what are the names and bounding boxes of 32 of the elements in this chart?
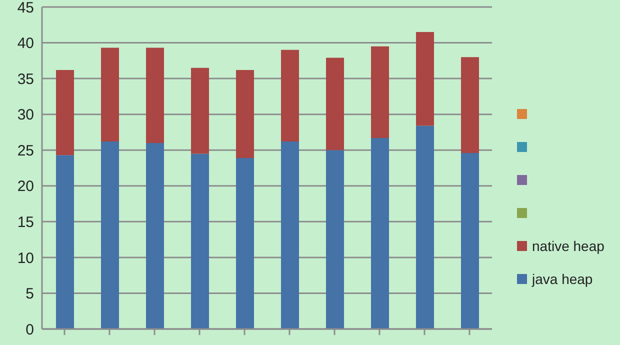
bar <box>416 32 434 126</box>
bar <box>236 158 254 329</box>
bar <box>191 68 209 154</box>
bar <box>371 138 389 329</box>
y-tick-label: 5 <box>26 286 34 303</box>
bar <box>461 57 479 153</box>
bar <box>281 142 299 329</box>
bar <box>146 142 164 329</box>
bar <box>326 58 344 150</box>
y-tick-label: 10 <box>17 250 34 267</box>
bar <box>416 126 434 329</box>
bar <box>461 152 479 329</box>
bar <box>101 142 119 329</box>
y-tick-label: 45 <box>17 0 34 16</box>
y-tick-label: 35 <box>17 70 34 88</box>
bar <box>101 48 119 142</box>
legend-label: native heap <box>532 238 604 254</box>
y-tick-label: 40 <box>17 35 34 52</box>
bar <box>191 154 209 329</box>
bar <box>281 50 299 142</box>
bar <box>326 150 344 329</box>
y-tick-label: 25 <box>17 142 34 160</box>
y-tick-label: 20 <box>17 178 34 196</box>
legend-label: java heap <box>532 270 593 286</box>
bar <box>56 155 74 329</box>
bar <box>146 48 164 143</box>
bar <box>236 70 254 158</box>
y-tick-label: 30 <box>17 106 34 124</box>
y-tick-label: 0 <box>26 321 34 338</box>
bar <box>371 46 389 138</box>
y-tick-label: 15 <box>17 214 34 231</box>
bar <box>56 70 74 156</box>
